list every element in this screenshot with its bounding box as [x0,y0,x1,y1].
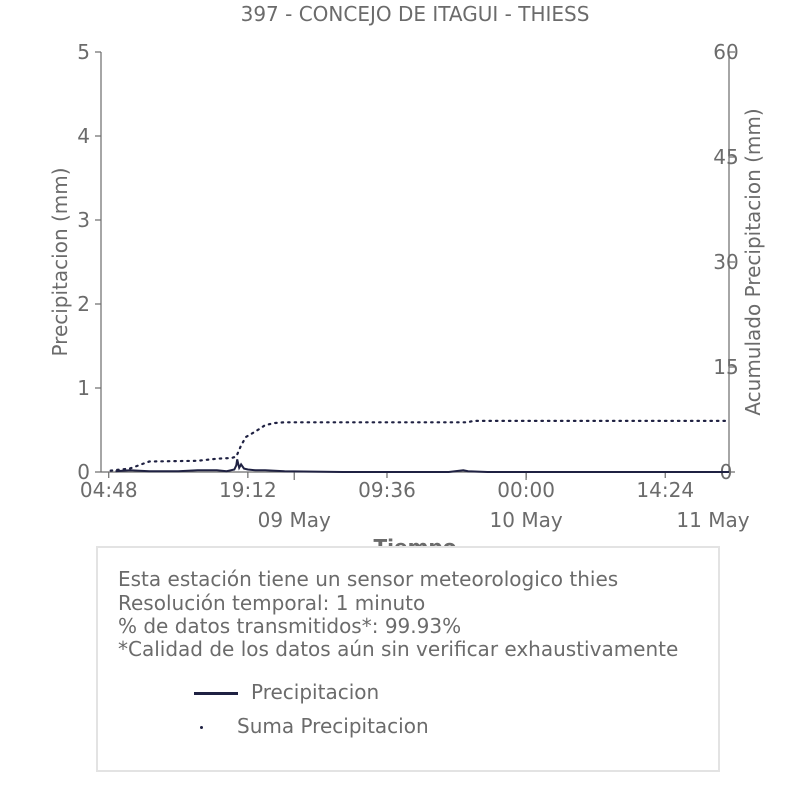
legend-precipitacion-label: Precipitacion [251,680,380,704]
x-tick-label: 00:00 [497,478,555,502]
right-tick-label: 30 [713,250,738,274]
x-axis-label: Tiempo [374,535,457,546]
info-resolution-text: Resolución temporal: 1 minuto [118,591,426,615]
chart-title: 397 - CONCEJO DE ITAGUI - THIESS [241,2,590,26]
left-tick-label: 1 [77,376,90,400]
x-tick-label: 14:24 [636,478,694,502]
series-precipitacion [115,459,729,473]
left-tick-label: 4 [77,124,90,148]
legend-suma-swatch [200,726,203,729]
x-date-label: 09 May [258,508,331,532]
x-tick-label: 09:36 [358,478,416,502]
x-tick-label: 04:48 [80,478,138,502]
x-time-ticks: 04:48 19:12 09:36 00:00 14:24 [80,472,694,502]
right-tick-label: 45 [713,145,738,169]
right-tick-label: 15 [713,355,738,379]
left-tick-label: 2 [77,292,90,316]
left-tick-label: 5 [77,40,90,64]
y2-axis-label: Acumulado Precipitacion (mm) [741,108,765,415]
legend-precipitacion-swatch [194,692,238,695]
series-suma-precipitacion [109,419,731,472]
chart: 397 - CONCEJO DE ITAGUI - THIESS 012345 … [48,2,765,546]
info-sensor-text: Esta estación tiene un sensor meteorolog… [118,567,619,591]
info-transmitted-text: % de datos transmitidos*: 99.93% [118,614,462,638]
legend-suma-label: Suma Precipitacion [237,714,429,738]
info-box: Esta estación tiene un sensor meteorolog… [96,546,720,772]
x-date-ticks: 09 May 10 May 11 May [258,472,750,532]
y-axis-label: Precipitacion (mm) [48,167,72,356]
x-date-label: 11 May [676,508,749,532]
right-tick-label: 60 [713,40,738,64]
left-tick-label: 0 [77,460,90,484]
left-tick-label: 3 [77,208,90,232]
x-date-label: 10 May [490,508,563,532]
left-y-ticks: 0 1 2 3 4 5 [77,40,101,484]
x-tick-label: 19:12 [219,478,277,502]
info-quality-note: *Calidad de los datos aún sin verificar … [118,637,679,661]
